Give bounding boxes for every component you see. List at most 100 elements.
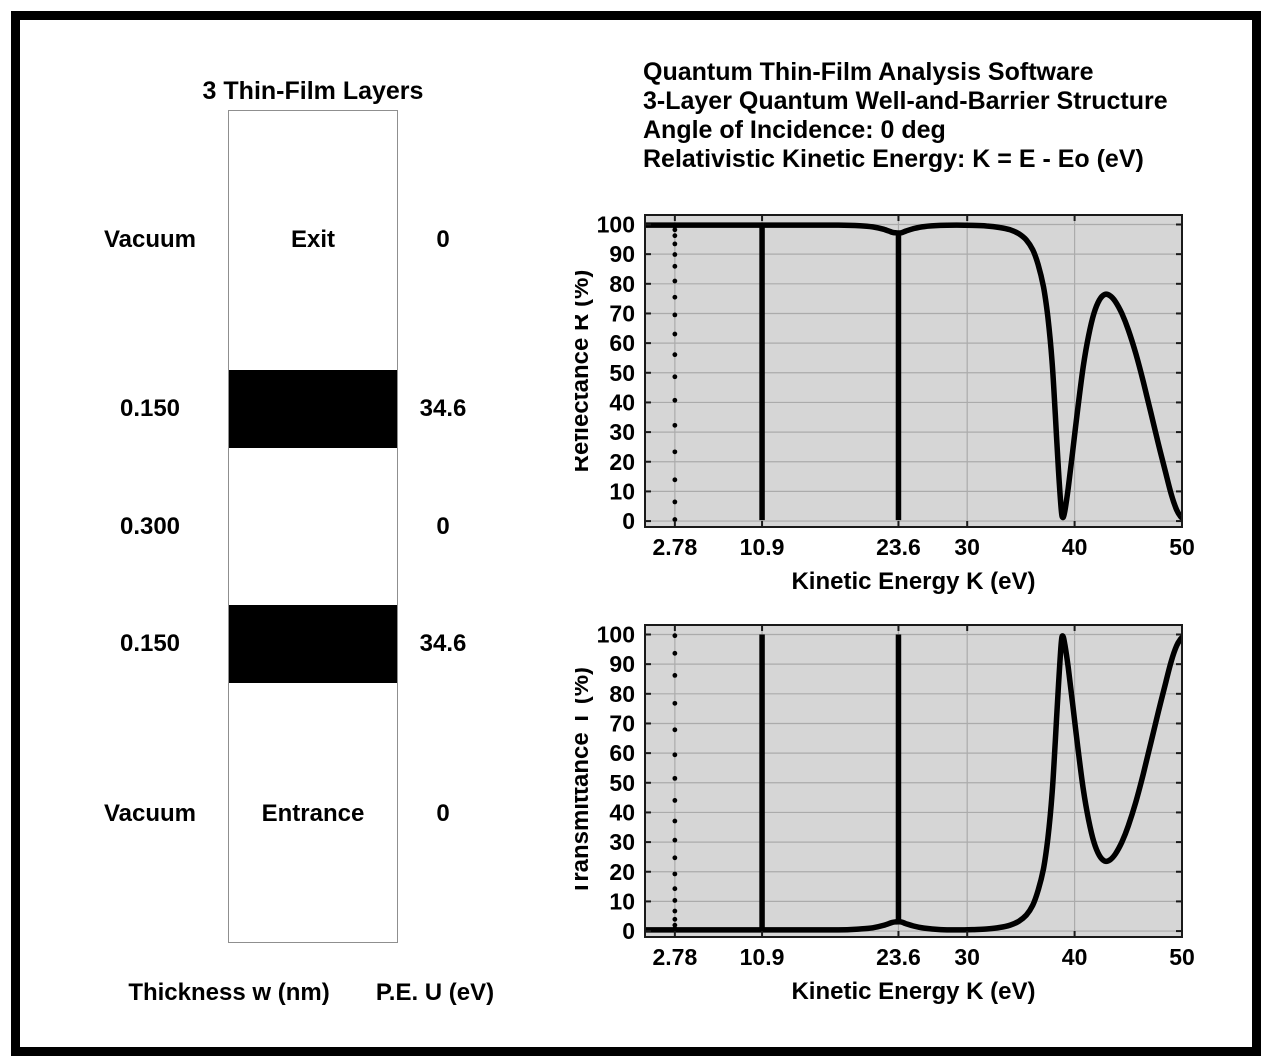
resonance-dot (672, 227, 678, 233)
title-block: Quantum Thin-Film Analysis Software 3-La… (643, 58, 1168, 174)
resonance-dot (672, 278, 678, 284)
resonance-dot (672, 233, 678, 239)
resonance-dot (672, 449, 678, 455)
y-tick-label: 100 (597, 621, 635, 647)
resonance-dot (672, 312, 678, 318)
header-line-structure: 3-Layer Quantum Well-and-Barrier Structu… (643, 87, 1168, 115)
header-line-energy: Relativistic Kinetic Energy: K = E - Eo … (643, 145, 1144, 173)
data-curve (644, 222, 1183, 521)
resonance-dot (672, 818, 678, 824)
y-tick-label: 50 (609, 360, 635, 386)
x-tick-label: 2.78 (652, 944, 697, 970)
barrier-layer-1 (229, 370, 397, 448)
x-tick-label: 50 (1169, 534, 1195, 560)
potential-value: 34.6 (419, 395, 467, 422)
resonance-dot (672, 241, 678, 247)
y-tick-label: 80 (609, 681, 635, 707)
resonance-dot (672, 752, 678, 758)
x-axis-label: Kinetic Energy K (eV) (791, 568, 1035, 595)
x-tick-label: 23.6 (876, 944, 921, 970)
potential-value: 0 (436, 800, 450, 827)
resonance-dot (672, 263, 678, 269)
axes-box (644, 624, 1183, 938)
resonance-dot (672, 700, 678, 706)
resonance-dot (672, 397, 678, 403)
entrance-label: Entrance (261, 800, 365, 827)
resonance-dot (672, 477, 678, 483)
resonance-dot (672, 837, 678, 843)
plot-area (645, 625, 1182, 937)
thickness-value: 0.150 (119, 630, 181, 657)
potential-value: 0 (436, 513, 450, 540)
x-tick-label: 50 (1169, 944, 1195, 970)
potential-value: 0 (436, 226, 450, 253)
y-tick-label: 100 (597, 211, 635, 237)
resonance-dot (672, 886, 678, 892)
resonance-dot (672, 422, 678, 428)
thickness-axis-caption: Thickness w (nm) (128, 979, 330, 1006)
y-tick-label: 60 (609, 330, 635, 356)
data-curve (644, 633, 1183, 933)
resonance-dot (672, 916, 678, 922)
x-tick-label: 40 (1062, 534, 1088, 560)
resonance-dot (672, 331, 678, 337)
y-tick-label: 40 (609, 389, 635, 415)
x-tick-label: 10.9 (740, 534, 785, 560)
y-tick-label: 90 (609, 241, 635, 267)
thin-film-stack (228, 110, 398, 943)
medium-label: Vacuum (103, 800, 197, 827)
x-tick-label: 40 (1062, 944, 1088, 970)
header-line-angle: Angle of Incidence: 0 deg (643, 116, 946, 144)
resonance-dot (672, 855, 678, 861)
y-tick-label: 90 (609, 651, 635, 677)
resonance-dot (672, 499, 678, 505)
resonance-dot (672, 727, 678, 733)
y-tick-label: 30 (609, 829, 635, 855)
resonance-dot (672, 775, 678, 781)
resonance-dot (672, 871, 678, 877)
medium-label: Vacuum (103, 226, 197, 253)
axes-box (644, 214, 1183, 528)
plot-area (645, 215, 1182, 527)
y-tick-label: 70 (609, 710, 635, 736)
resonance-dot (672, 252, 678, 257)
exit-label: Exit (290, 226, 335, 253)
barrier-layer-2 (229, 605, 397, 683)
reflectance-chart: 2.78 10.9 23.6 30 40 50 0 10 20 30 40 50 60 70 80 90 100… (575, 211, 1195, 595)
transmittance-chart: 2.78 10.9 23.6 30 40 50 0 10 20 30 40 50 60 70 80 90 100… (575, 621, 1195, 1005)
header-line-software: Quantum Thin-Film Analysis Software (643, 58, 1094, 86)
resonance-dot (672, 898, 678, 903)
resonance-dot (672, 517, 678, 522)
y-tick-label: 20 (609, 859, 635, 885)
thickness-value: 0.300 (119, 513, 181, 540)
x-tick-label: 10.9 (740, 944, 785, 970)
y-tick-label: 0 (622, 508, 635, 534)
resonance-dot (672, 223, 678, 229)
y-tick-label: 10 (609, 888, 635, 914)
y-tick-label: 60 (609, 740, 635, 766)
x-tick-label: 30 (954, 534, 980, 560)
y-axis-label: Transmittance T (%) (575, 667, 594, 895)
potential-value: 34.6 (419, 630, 467, 657)
y-tick-label: 30 (609, 419, 635, 445)
resonance-dot (672, 294, 678, 300)
x-tick-label: 2.78 (652, 534, 697, 560)
y-tick-label: 40 (609, 799, 635, 825)
resonance-dot (672, 650, 678, 656)
y-axis-label: Reflectance R (%) (575, 270, 594, 473)
x-tick-label: 23.6 (876, 534, 921, 560)
x-axis-label: Kinetic Energy K (eV) (791, 978, 1035, 1005)
y-tick-label: 80 (609, 271, 635, 297)
y-tick-label: 50 (609, 770, 635, 796)
resonance-dot (672, 352, 678, 358)
x-tick-label: 30 (954, 944, 980, 970)
y-tick-label: 20 (609, 449, 635, 475)
y-tick-label: 10 (609, 478, 635, 504)
resonance-dot (672, 374, 678, 380)
thickness-value: 0.150 (119, 395, 181, 422)
diagram-title: 3 Thin-Film Layers (202, 77, 424, 105)
figure-frame (11, 11, 1261, 1056)
potential-axis-caption: P.E. U (eV) (375, 979, 495, 1006)
y-tick-label: 70 (609, 300, 635, 326)
